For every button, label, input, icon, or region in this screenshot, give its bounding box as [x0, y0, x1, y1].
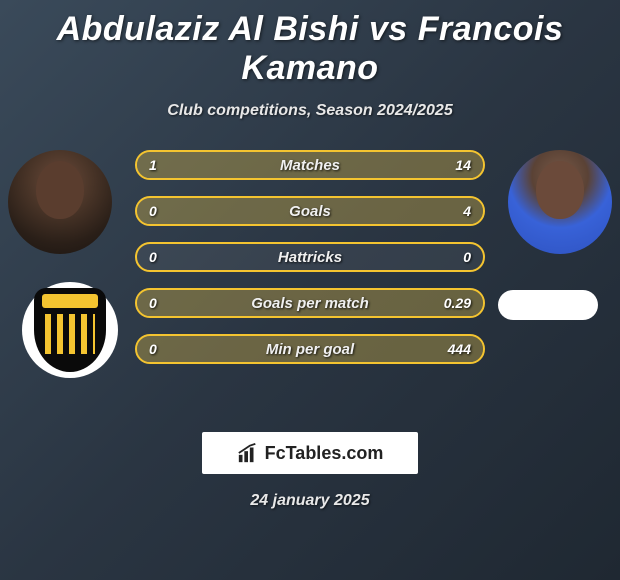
subtitle: Club competitions, Season 2024/2025 [0, 102, 620, 120]
chart-icon [237, 442, 259, 464]
brand-logo[interactable]: FcTables.com [202, 432, 418, 474]
stat-label: Goals [137, 198, 483, 224]
stat-label: Goals per match [137, 290, 483, 316]
stat-label: Hattricks [137, 244, 483, 270]
stat-row: 04Goals [135, 196, 485, 226]
stat-row: 00.29Goals per match [135, 288, 485, 318]
comparison-panel: 114Matches 04Goals 00Hattricks 00.29Goals p… [0, 150, 620, 410]
footer-date: 24 january 2025 [0, 492, 620, 510]
brand-text: FcTables.com [265, 443, 384, 464]
player-right-avatar [508, 150, 612, 254]
player-left-avatar [8, 150, 112, 254]
stat-label: Min per goal [137, 336, 483, 362]
stat-row: 114Matches [135, 150, 485, 180]
stat-row: 00Hattricks [135, 242, 485, 272]
club-right-badge [498, 290, 598, 320]
stat-row: 0444Min per goal [135, 334, 485, 364]
stat-label: Matches [137, 152, 483, 178]
page-title: Abdulaziz Al Bishi vs Francois Kamano [0, 0, 620, 88]
stats-bars: 114Matches 04Goals 00Hattricks 00.29Goals p… [135, 150, 485, 380]
club-left-badge [22, 282, 118, 378]
